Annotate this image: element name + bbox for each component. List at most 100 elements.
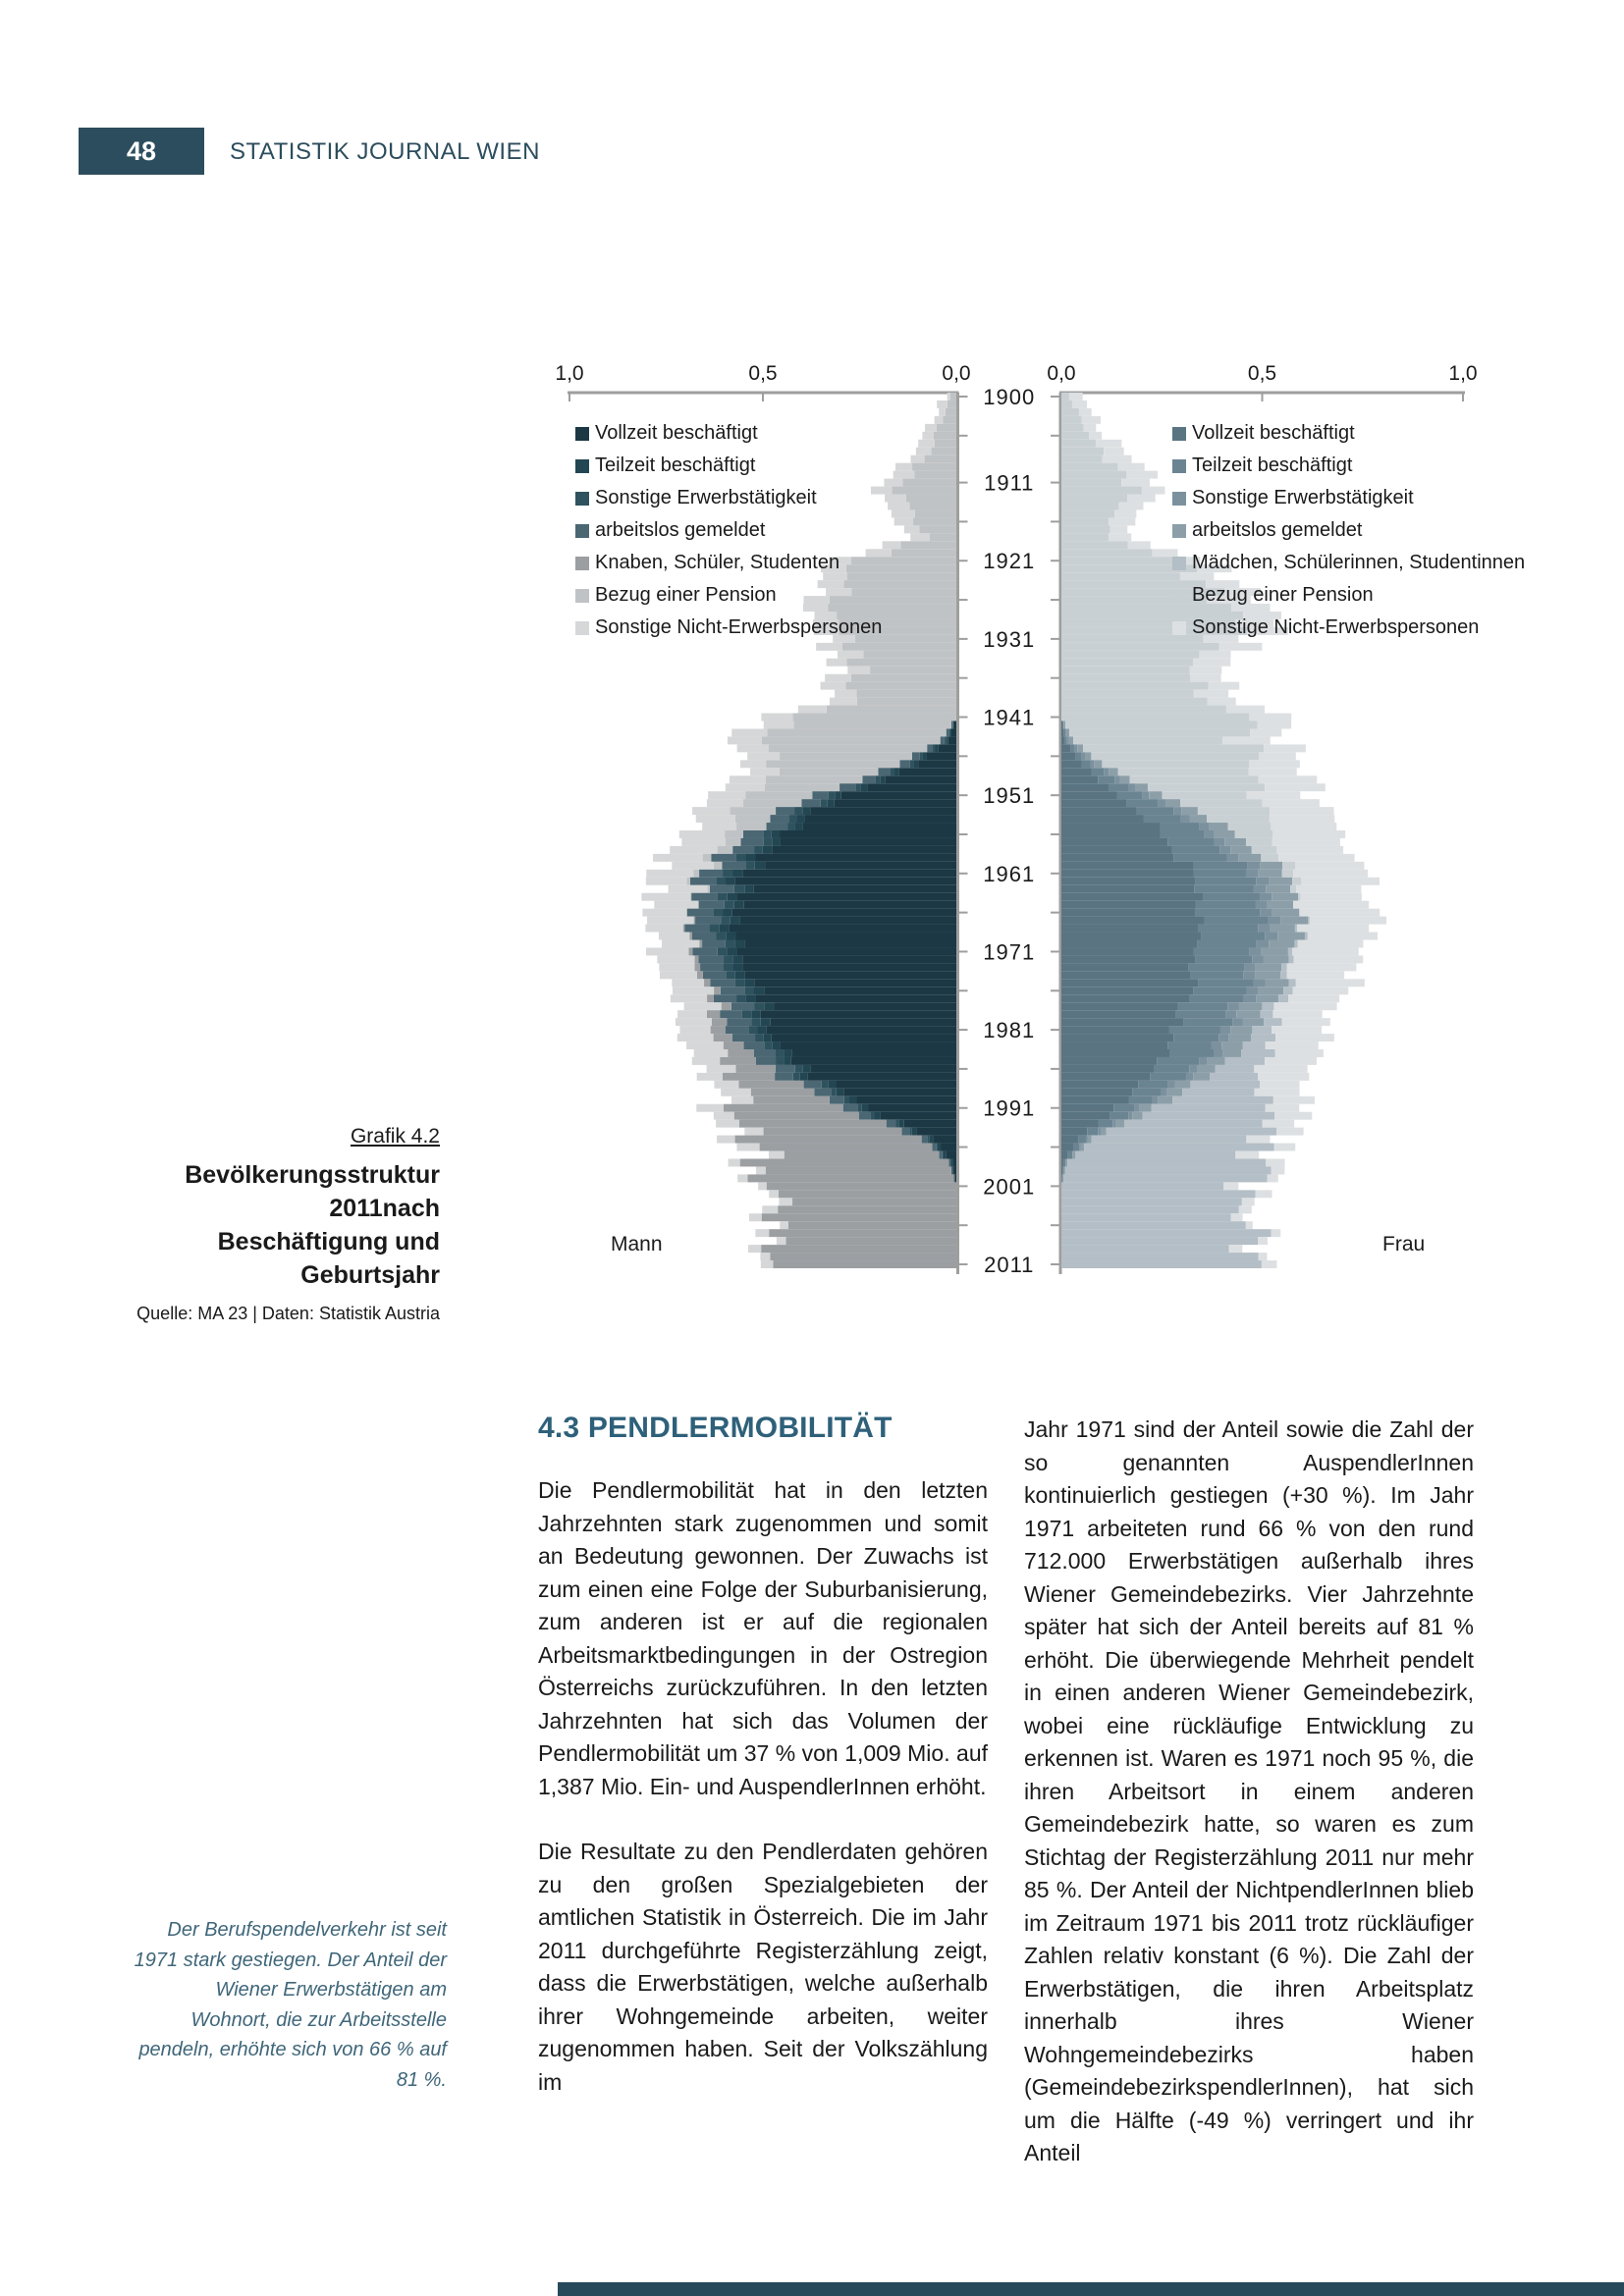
year-label: 2011 (984, 1253, 1034, 1277)
pyramid-bar-segment-male (950, 728, 956, 737)
pyramid-bar-segment-male (759, 1143, 933, 1151)
pyramid-bar-segment-male (733, 884, 745, 893)
pyramid-bar-segment-male (950, 1158, 953, 1167)
pyramid-bar-segment-female (1083, 744, 1265, 753)
pyramid-bar-segment-male (850, 557, 956, 565)
pyramid-bar-segment-female (1227, 1002, 1239, 1011)
pyramid-bar-segment-female (1272, 892, 1299, 901)
pyramid-bar-segment-female (1061, 932, 1202, 940)
pyramid-bar-segment-female (1276, 845, 1344, 854)
pyramid-bar-segment-male (845, 564, 956, 573)
pyramid-bar-segment-female (1061, 1127, 1088, 1136)
legend-swatch-icon (575, 491, 589, 506)
pyramid-bar-segment-female (1198, 924, 1259, 933)
pyramid-bar-segment-female (1254, 1088, 1300, 1096)
pyramid-bar-segment-male (770, 1018, 956, 1027)
pyramid-bar-segment-male (641, 892, 690, 901)
pyramid-bar-segment-male (765, 861, 956, 870)
legend-swatch-icon (1172, 458, 1186, 473)
pyramid-bar-segment-male (870, 1111, 875, 1120)
pyramid-bar-segment-female (1063, 721, 1066, 729)
year-label: 2001 (983, 1174, 1035, 1199)
pyramid-bar-segment-male (686, 1041, 724, 1049)
year-label: 1931 (983, 627, 1035, 652)
pyramid-bar-segment-male (901, 1127, 910, 1136)
figure-title-line2: Beschäftigung und Geburtsjahr (217, 1228, 440, 1289)
pyramid-bar-segment-female (1091, 768, 1105, 776)
pyramid-bar-segment-female (1062, 1158, 1066, 1167)
pyramid-bar-segment-female (1291, 947, 1359, 956)
pyramid-bar-segment-male (720, 1056, 756, 1065)
pyramid-bar-segment-male (762, 1205, 779, 1214)
pyramid-bar-segment-male (944, 736, 947, 745)
pyramid-bar-segment-female (1199, 823, 1210, 830)
pyramid-bar-segment-male (794, 1064, 803, 1073)
pyramid-bar-segment-male (646, 947, 689, 956)
pyramid-bar-segment-male (736, 823, 767, 830)
pyramid-bar-segment-female (1265, 1056, 1317, 1065)
pyramid-bar-segment-male (927, 1135, 930, 1144)
pyramid-bar-segment-male (710, 979, 735, 988)
pyramid-bar-segment-male (922, 752, 927, 761)
pyramid-bar-segment-female (1307, 932, 1378, 940)
legend-label: Vollzeit beschäftigt (1192, 422, 1355, 444)
pyramid-bar-segment-male (717, 892, 728, 901)
pyramid-bar-segment-female (1080, 1143, 1085, 1151)
pyramid-bar-segment-female (1061, 775, 1099, 784)
pyramid-bar-segment-male (952, 721, 953, 729)
pyramid-bar-segment-male (820, 799, 828, 808)
pyramid-bar-segment-male (724, 955, 733, 964)
pyramid-bar-segment-male (765, 775, 863, 784)
pyramid-bar-segment-female (1128, 1095, 1153, 1104)
pyramid-bar-segment-male (734, 815, 771, 824)
pyramid-bar-segment-female (1150, 1072, 1186, 1081)
pyramid-bar-segment-male (787, 823, 795, 830)
pyramid-bar-segment-male (807, 1072, 956, 1081)
pyramid-bar-segment-female (1061, 971, 1191, 980)
pyramid-bar-segment-female (1272, 908, 1300, 917)
pyramid-bar-segment-female (1262, 1002, 1274, 1011)
pyramid-bar-segment-male (772, 1041, 781, 1049)
pyramid-bar-segment-male (717, 845, 733, 854)
pyramid-bar-segment-male (933, 1135, 956, 1144)
pyramid-bar-segment-female (1091, 752, 1260, 761)
pyramid-bar-segment-male (840, 791, 956, 800)
figure-title-line1: Bevölkerungsstruktur 2011nach (185, 1161, 440, 1222)
pyramid-bar-segment-female (1128, 783, 1135, 792)
pyramid-bar-segment-female (1260, 892, 1272, 901)
pyramid-bar-segment-female (1114, 509, 1137, 518)
pyramid-bar-segment-female (1281, 963, 1287, 972)
pyramid-bar-segment-male (753, 1049, 776, 1057)
pyramid-bar-segment-female (1258, 1253, 1268, 1261)
pyramid-bar-segment-male (771, 830, 781, 838)
legend-female: Vollzeit beschäftigt Teilzeit beschäftigt… (1172, 417, 1525, 644)
pyramid-bar-segment-male (740, 837, 764, 846)
pyramid-bar-segment-male (702, 939, 726, 948)
pyramid-bar-segment-female (1061, 744, 1071, 753)
pyramid-bar-segment-female (1250, 728, 1282, 737)
pyramid-bar-segment-female (1195, 877, 1257, 885)
pyramid-bar-segment-male (702, 823, 737, 830)
pyramid-bar-segment-male (890, 768, 895, 776)
pyramid-bar-segment-female (1079, 1143, 1081, 1151)
pyramid-bar-segment-female (1073, 736, 1223, 745)
pyramid-bar-segment-female (1193, 869, 1246, 878)
pyramid-bar-segment-female (1246, 1135, 1271, 1144)
pyramid-bar-segment-female (1061, 564, 1198, 573)
pyramid-bar-segment-female (1272, 1010, 1323, 1019)
pyramid-bar-segment-male (755, 1034, 764, 1042)
pyramid-bar-segment-female (1112, 1119, 1116, 1128)
pyramid-bar-segment-female (1243, 994, 1257, 1003)
pyramid-bar-segment-female (1224, 588, 1262, 597)
year-label: 1961 (983, 862, 1035, 886)
pyramid-bar-segment-female (1238, 1002, 1263, 1011)
journal-title: STATISTIK JOURNAL WIEN (230, 138, 540, 165)
pyramid-bar-segment-male (857, 1103, 862, 1112)
figure-source: Quelle: MA 23 | Daten: Statistik Austria (136, 1304, 440, 1323)
pyramid-bar-segment-female (1061, 924, 1199, 933)
pyramid-bar-segment-female (1061, 815, 1144, 824)
pyramid-bar-segment-female (1249, 713, 1292, 721)
pyramid-bar-segment-female (1244, 963, 1256, 972)
pyramid-bar-segment-female (1061, 533, 1110, 542)
pyramid-bar-segment-female (1061, 916, 1205, 925)
